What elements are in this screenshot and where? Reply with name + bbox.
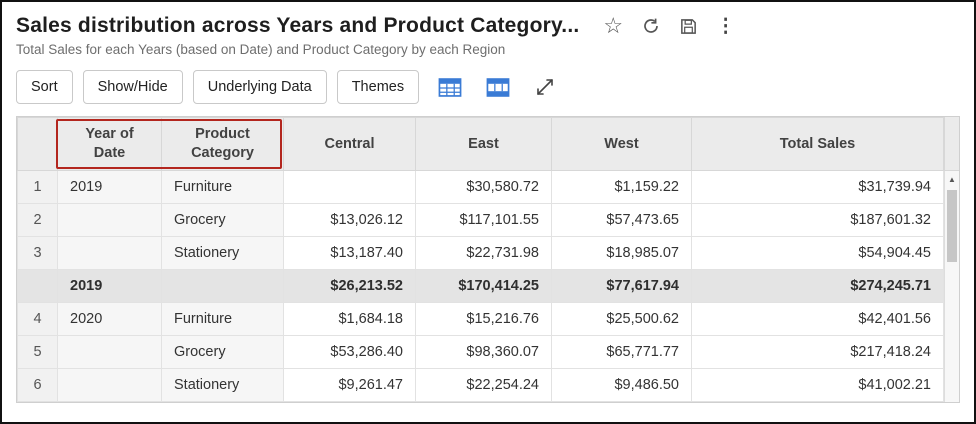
scroll-up-arrow-icon[interactable]: ▲	[948, 175, 956, 184]
cell-total-sales[interactable]: $54,904.45	[691, 236, 944, 270]
scrollbar-thumb[interactable]	[947, 190, 957, 262]
column-header-east[interactable]: East	[415, 117, 552, 171]
cell-year[interactable]: 2019	[57, 170, 162, 204]
column-header-central[interactable]: Central	[283, 117, 416, 171]
table-row: 6 Stationery $9,261.47 $22,254.24 $9,486…	[17, 368, 944, 402]
column-header-product-category[interactable]: Product Category	[161, 117, 284, 171]
cell-year[interactable]	[57, 368, 162, 402]
cell-west[interactable]: $25,500.62	[551, 302, 692, 336]
cell-category[interactable]: Stationery	[161, 368, 284, 402]
cell-total-sales[interactable]: $217,418.24	[691, 335, 944, 369]
row-number: 6	[17, 368, 58, 402]
more-options-kebab-icon[interactable]: ⋮	[716, 15, 736, 37]
cell-category[interactable]: Furniture	[161, 302, 284, 336]
column-header-year-of-date[interactable]: Year of Date	[57, 117, 162, 171]
subtotal-row: 2019 $26,213.52 $170,414.25 $77,617.94 $…	[17, 269, 944, 303]
header-action-icons: ☆ ⋮	[603, 15, 735, 37]
cell-east[interactable]: $98,360.07	[415, 335, 552, 369]
report-header: Sales distribution across Years and Prod…	[16, 14, 960, 38]
cell-category[interactable]: Furniture	[161, 170, 284, 204]
pivot-table-container: Year of Date Product Category Central Ea…	[16, 116, 960, 403]
save-icon[interactable]	[679, 17, 698, 36]
cell-year[interactable]	[57, 236, 162, 270]
table-row: 3 Stationery $13,187.40 $22,731.98 $18,9…	[17, 236, 944, 270]
cell-west[interactable]: $57,473.65	[551, 203, 692, 237]
vertical-scrollbar[interactable]: ▲	[944, 171, 959, 402]
cell-total-sales[interactable]: $41,002.21	[691, 368, 944, 402]
cell-total-sales[interactable]: $274,245.71	[691, 269, 944, 303]
column-header-west[interactable]: West	[551, 117, 692, 171]
header-corner-filler	[944, 117, 959, 171]
cell-category[interactable]	[161, 269, 284, 303]
cell-central[interactable]: $9,261.47	[283, 368, 416, 402]
header-row: Year of Date Product Category Central Ea…	[17, 117, 944, 171]
cell-central[interactable]: $13,187.40	[283, 236, 416, 270]
cell-west[interactable]: $9,486.50	[551, 368, 692, 402]
cell-east[interactable]: $15,216.76	[415, 302, 552, 336]
cell-category[interactable]: Grocery	[161, 203, 284, 237]
sort-button[interactable]: Sort	[16, 70, 73, 104]
cell-category[interactable]: Stationery	[161, 236, 284, 270]
collapse-expand-icon[interactable]	[529, 73, 561, 101]
cell-central[interactable]: $53,286.40	[283, 335, 416, 369]
toolbar: Sort Show/Hide Underlying Data Themes	[16, 70, 960, 104]
row-number: 2	[17, 203, 58, 237]
cell-total-sales[interactable]: $187,601.32	[691, 203, 944, 237]
cell-year[interactable]	[57, 335, 162, 369]
cell-central[interactable]: $13,026.12	[283, 203, 416, 237]
table-row: 5 Grocery $53,286.40 $98,360.07 $65,771.…	[17, 335, 944, 369]
summary-view-icon[interactable]	[481, 75, 515, 100]
underlying-data-button[interactable]: Underlying Data	[192, 70, 327, 104]
cell-year[interactable]: 2020	[57, 302, 162, 336]
cell-total-sales[interactable]: $42,401.56	[691, 302, 944, 336]
favorite-star-icon[interactable]: ☆	[603, 13, 624, 38]
cell-east[interactable]: $30,580.72	[415, 170, 552, 204]
row-number: 5	[17, 335, 58, 369]
cell-year[interactable]: 2019	[57, 269, 162, 303]
table-row: 2 Grocery $13,026.12 $117,101.55 $57,473…	[17, 203, 944, 237]
cell-year[interactable]	[57, 203, 162, 237]
cell-central[interactable]: $1,684.18	[283, 302, 416, 336]
report-subtitle: Total Sales for each Years (based on Dat…	[16, 42, 506, 57]
table-row: 1 2019 Furniture $30,580.72 $1,159.22 $3…	[17, 170, 944, 204]
table-view-icon[interactable]	[433, 75, 467, 100]
row-number: 1	[17, 170, 58, 204]
cell-west[interactable]: $18,985.07	[551, 236, 692, 270]
cell-category[interactable]: Grocery	[161, 335, 284, 369]
cell-total-sales[interactable]: $31,739.94	[691, 170, 944, 204]
table-row: 4 2020 Furniture $1,684.18 $15,216.76 $2…	[17, 302, 944, 336]
page-title: Sales distribution across Years and Prod…	[16, 14, 580, 37]
column-header-total-sales[interactable]: Total Sales	[691, 117, 944, 171]
themes-button[interactable]: Themes	[336, 70, 420, 104]
row-number: 4	[17, 302, 58, 336]
cell-central[interactable]	[283, 170, 416, 204]
cell-east[interactable]: $22,254.24	[415, 368, 552, 402]
corner-header-cell	[17, 117, 58, 171]
cell-east[interactable]: $22,731.98	[415, 236, 552, 270]
cell-west[interactable]: $1,159.22	[551, 170, 692, 204]
row-number	[17, 269, 58, 303]
cell-west[interactable]: $77,617.94	[551, 269, 692, 303]
pivot-table: Year of Date Product Category Central Ea…	[17, 117, 944, 402]
cell-east[interactable]: $170,414.25	[415, 269, 552, 303]
refresh-icon[interactable]	[641, 16, 661, 36]
cell-central[interactable]: $26,213.52	[283, 269, 416, 303]
show-hide-button[interactable]: Show/Hide	[82, 70, 183, 104]
row-number: 3	[17, 236, 58, 270]
cell-west[interactable]: $65,771.77	[551, 335, 692, 369]
cell-east[interactable]: $117,101.55	[415, 203, 552, 237]
